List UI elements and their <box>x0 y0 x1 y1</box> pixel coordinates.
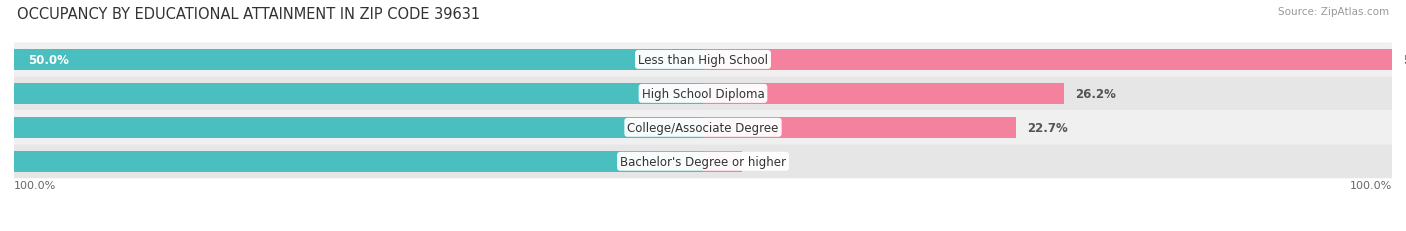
Text: Less than High School: Less than High School <box>638 54 768 67</box>
FancyBboxPatch shape <box>14 77 1392 111</box>
Text: 22.7%: 22.7% <box>1026 121 1067 134</box>
Text: Bachelor's Degree or higher: Bachelor's Degree or higher <box>620 155 786 168</box>
Text: 2.8%: 2.8% <box>752 155 786 168</box>
FancyBboxPatch shape <box>14 145 1392 179</box>
Bar <box>14 50 703 71</box>
Text: OCCUPANCY BY EDUCATIONAL ATTAINMENT IN ZIP CODE 39631: OCCUPANCY BY EDUCATIONAL ATTAINMENT IN Z… <box>17 7 479 22</box>
Bar <box>0 117 703 138</box>
Text: 100.0%: 100.0% <box>14 180 56 190</box>
Text: 50.0%: 50.0% <box>1403 54 1406 67</box>
Bar <box>703 83 1064 104</box>
Bar <box>703 50 1392 71</box>
Text: 50.0%: 50.0% <box>28 54 69 67</box>
Bar <box>703 117 1015 138</box>
Text: 100.0%: 100.0% <box>1350 180 1392 190</box>
FancyBboxPatch shape <box>14 43 1392 77</box>
Text: High School Diploma: High School Diploma <box>641 88 765 100</box>
Bar <box>0 83 703 104</box>
Text: Source: ZipAtlas.com: Source: ZipAtlas.com <box>1278 7 1389 17</box>
Text: 26.2%: 26.2% <box>1076 88 1116 100</box>
Bar <box>703 151 741 172</box>
Bar <box>0 151 703 172</box>
Text: College/Associate Degree: College/Associate Degree <box>627 121 779 134</box>
FancyBboxPatch shape <box>14 111 1392 145</box>
